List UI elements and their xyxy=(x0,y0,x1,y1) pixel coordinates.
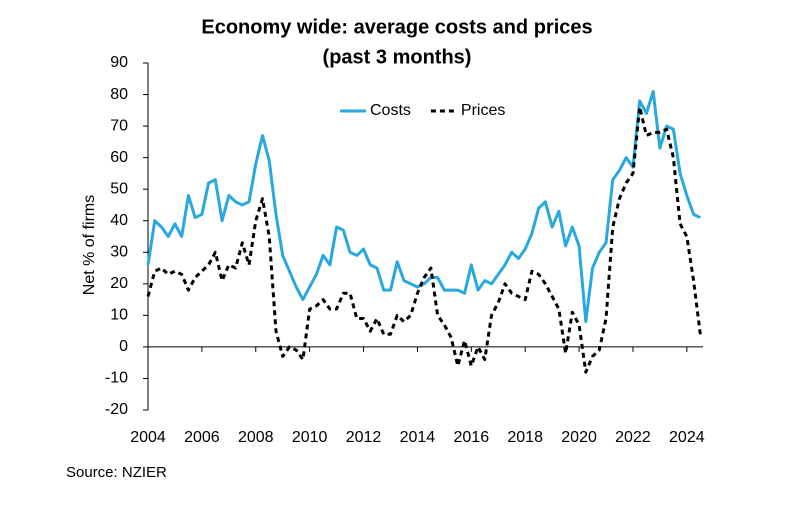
x-tick-label: 2016 xyxy=(454,429,490,446)
x-tick-label: 2006 xyxy=(184,429,220,446)
x-tick-label: 2018 xyxy=(507,429,543,446)
x-tick-label: 2004 xyxy=(130,429,166,446)
y-tick-label: 0 xyxy=(119,338,128,355)
source-note: Source: NZIER xyxy=(66,464,167,481)
y-tick-label: 50 xyxy=(110,180,128,197)
legend-label: Costs xyxy=(370,102,411,119)
legend-label: Prices xyxy=(461,102,505,119)
series-line xyxy=(146,105,702,374)
x-tick-label: 2010 xyxy=(292,429,328,446)
y-tick-label: 40 xyxy=(110,212,128,229)
y-tick-label: 90 xyxy=(110,54,128,71)
x-tick-label: 2024 xyxy=(669,429,705,446)
y-tick-label: 70 xyxy=(110,117,128,134)
x-tick-label: 2014 xyxy=(400,429,436,446)
x-tick-label: 2012 xyxy=(346,429,382,446)
y-tick-label: 20 xyxy=(110,275,128,292)
y-tick-label: 30 xyxy=(110,243,128,260)
y-axis-label: Net % of firms xyxy=(81,195,98,295)
chart-title: Economy wide: average costs and prices xyxy=(201,16,592,38)
y-tick-label: -10 xyxy=(105,370,128,387)
x-tick-label: 2020 xyxy=(561,429,597,446)
x-tick-label: 2008 xyxy=(238,429,274,446)
y-tick-label: -20 xyxy=(105,401,128,418)
y-tick-label: 60 xyxy=(110,149,128,166)
x-tick-label: 2022 xyxy=(615,429,651,446)
y-tick-label: 10 xyxy=(110,307,128,324)
series-line xyxy=(146,89,701,324)
chart-subtitle: (past 3 months) xyxy=(323,46,472,68)
y-tick-label: 80 xyxy=(110,86,128,103)
